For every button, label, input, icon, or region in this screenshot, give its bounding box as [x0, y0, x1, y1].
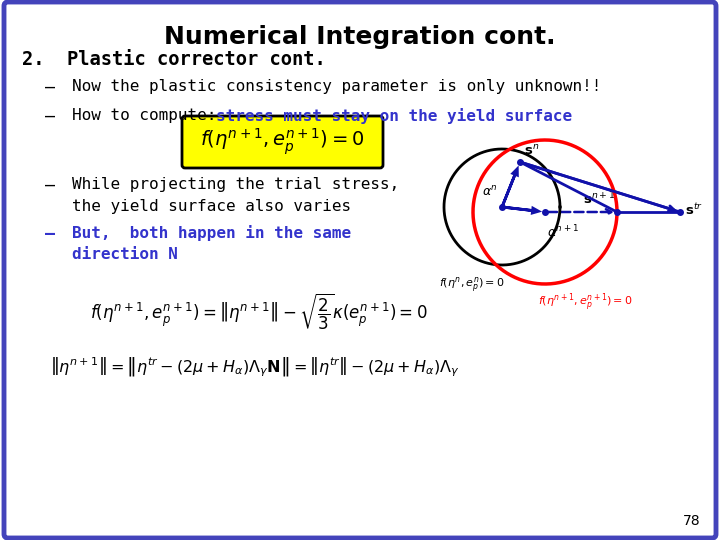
FancyBboxPatch shape — [4, 2, 716, 538]
Text: $f(\eta^n,e_p^n) = 0$: $f(\eta^n,e_p^n) = 0$ — [439, 275, 505, 295]
Text: stress must stay on the yield surface: stress must stay on the yield surface — [216, 108, 572, 124]
Text: $f(\eta^{n+1}, e_p^{n+1}) = \left\|\eta^{n+1}\right\| - \sqrt{\dfrac{2}{3}}\kapp: $f(\eta^{n+1}, e_p^{n+1}) = \left\|\eta^… — [90, 292, 428, 333]
Text: 78: 78 — [683, 514, 700, 528]
Text: $\alpha^n$: $\alpha^n$ — [482, 185, 498, 199]
Text: Numerical Integration cont.: Numerical Integration cont. — [164, 25, 556, 49]
Text: direction N: direction N — [72, 247, 178, 262]
Text: $\mathbf{s}^{n+1}$: $\mathbf{s}^{n+1}$ — [582, 191, 615, 207]
Text: While projecting the trial stress,: While projecting the trial stress, — [72, 177, 400, 192]
Text: $f(\eta^{n+1},e_p^{n+1}) = 0$: $f(\eta^{n+1},e_p^{n+1}) = 0$ — [199, 127, 364, 157]
Text: Now the plastic consistency parameter is only unknown!!: Now the plastic consistency parameter is… — [72, 79, 601, 94]
Text: $\mathbf{s}^{tr}$: $\mathbf{s}^{tr}$ — [685, 202, 703, 218]
FancyArrow shape — [502, 207, 539, 213]
Text: $f(\eta^{n+1},e_p^{n+1}) = 0$: $f(\eta^{n+1},e_p^{n+1}) = 0$ — [538, 292, 632, 314]
FancyArrow shape — [502, 168, 518, 207]
Text: the yield surface also varies: the yield surface also varies — [72, 199, 351, 214]
Text: $\mathbf{s}^n$: $\mathbf{s}^n$ — [524, 144, 539, 158]
Text: How to compute:: How to compute: — [72, 108, 226, 123]
FancyBboxPatch shape — [182, 116, 383, 168]
Text: –: – — [45, 225, 55, 243]
Text: –: – — [45, 177, 55, 195]
Text: $\left\|\eta^{n+1}\right\| = \left\|\eta^{tr} - (2\mu + H_\alpha)\Lambda_\gamma : $\left\|\eta^{n+1}\right\| = \left\|\eta… — [50, 355, 459, 379]
Text: $\alpha^{n+1}$: $\alpha^{n+1}$ — [547, 224, 579, 241]
Text: –: – — [45, 108, 55, 126]
Text: 2.  Plastic corrector cont.: 2. Plastic corrector cont. — [22, 50, 325, 69]
Text: –: – — [45, 79, 55, 97]
Text: But,  both happen in the same: But, both happen in the same — [72, 225, 351, 241]
